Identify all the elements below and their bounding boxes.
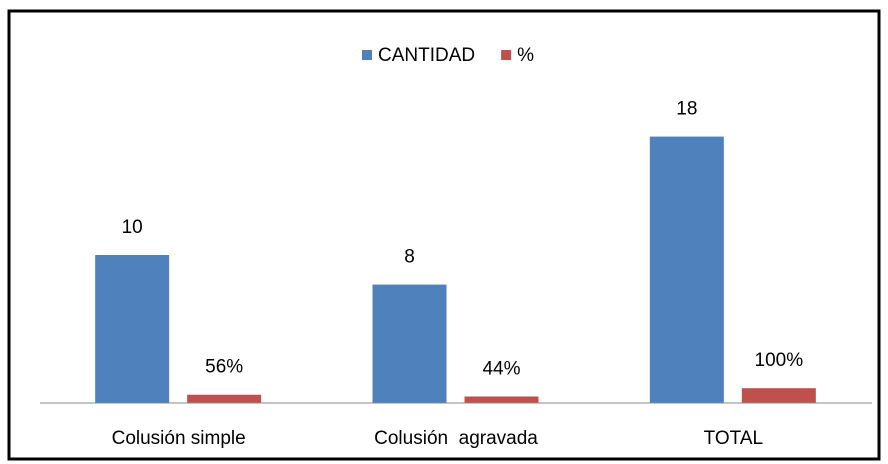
data-label: 10 — [122, 217, 143, 238]
bar — [95, 255, 170, 403]
data-label: 8 — [404, 247, 415, 268]
x-tick-label: Colusión simple — [112, 428, 246, 449]
bar — [464, 396, 539, 403]
data-label: 56% — [205, 357, 243, 378]
bar — [187, 394, 262, 403]
legend-swatch — [501, 50, 512, 60]
legend-label: CANTIDAD — [378, 45, 475, 66]
bar — [372, 284, 447, 403]
x-tick-label: Colusión agravada — [374, 428, 538, 449]
data-label: 44% — [482, 359, 520, 380]
legend-label: % — [517, 45, 534, 66]
legend-swatch — [362, 50, 372, 60]
bar — [649, 136, 724, 403]
data-label: 18 — [676, 99, 697, 120]
x-tick-label: TOTAL — [704, 428, 763, 449]
bar — [741, 388, 816, 403]
data-label: 100% — [755, 350, 804, 371]
